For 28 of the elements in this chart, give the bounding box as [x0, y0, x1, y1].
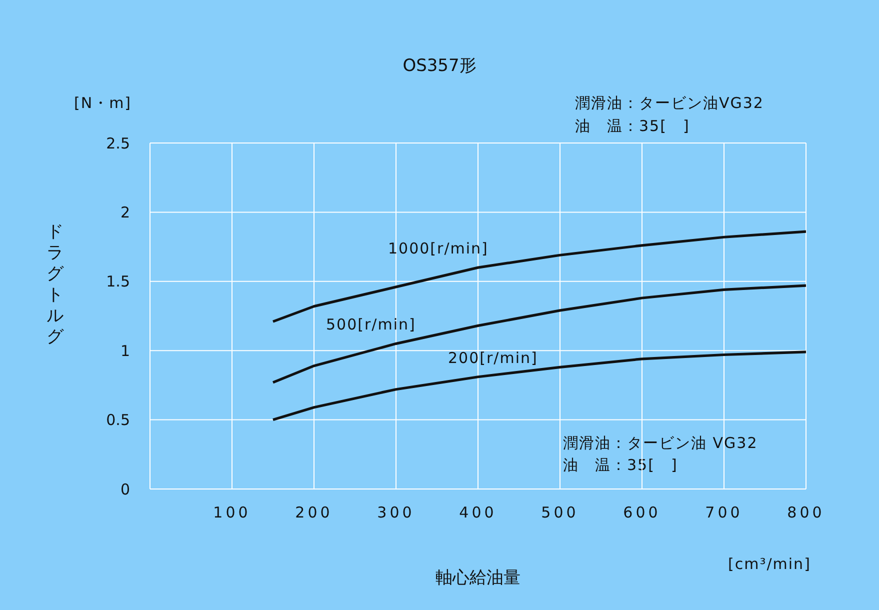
chart-title: OS357形 — [402, 55, 478, 77]
text: [cm³/min] — [728, 555, 811, 573]
annotation: 潤滑油：タービン油 VG32 — [563, 434, 758, 453]
annotation: 油 温：35[ ] — [563, 456, 678, 475]
text: [N・m] — [74, 94, 132, 113]
text: 油 温：35[ ] — [575, 117, 690, 136]
x-tick-label: 600 — [623, 504, 661, 522]
x-tick-label: 200 — [295, 504, 333, 522]
series-label: 500[r/min] — [326, 316, 416, 334]
series-label: 1000[r/min] — [388, 240, 488, 258]
y-tick-label: 1 — [120, 342, 130, 360]
series-label: 200[r/min] — [448, 348, 538, 367]
line-series — [272, 350, 806, 422]
y-tick-label: 1.5 — [106, 272, 130, 291]
x-tick-label: 800 — [787, 504, 825, 522]
x-tick-label: 100 — [213, 504, 251, 522]
y-axis-title: ドラグトルグ — [46, 222, 64, 348]
x-tick-label: 400 — [459, 504, 497, 522]
x-axis-title: 軸心給油量 — [436, 568, 520, 588]
y-tick-label: 0.5 — [106, 411, 130, 430]
x-tick-label: 500 — [541, 504, 579, 522]
y-tick-label: 2 — [120, 204, 130, 222]
x-tick-label: 300 — [377, 504, 415, 522]
x-tick-label: 700 — [705, 504, 743, 522]
y-tick-label: 0 — [120, 480, 130, 498]
line-series — [272, 284, 806, 384]
y-tick-label: 2.5 — [106, 134, 130, 152]
text: 潤滑油：タービン油VG32 — [575, 94, 764, 113]
